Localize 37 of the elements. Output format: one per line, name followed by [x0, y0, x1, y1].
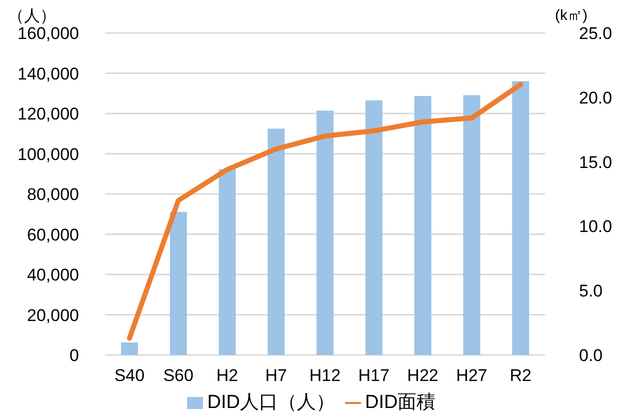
x-tick-label: H22 [407, 366, 438, 386]
y-tick-label: 120,000 [18, 104, 79, 124]
bar [170, 212, 187, 355]
y2-tick-label: 25.0 [579, 24, 612, 44]
bar [463, 95, 480, 355]
bar [512, 81, 530, 355]
bar [414, 96, 432, 355]
bar [316, 110, 334, 355]
x-tick-label: H27 [456, 366, 488, 386]
y-tick-label: 100,000 [18, 144, 79, 164]
y-tick-label: 160,000 [18, 24, 79, 44]
y-tick-label: 80,000 [27, 185, 79, 204]
x-tick-label: H2 [216, 366, 238, 386]
y-tick-label: 140,000 [18, 64, 79, 84]
x-tick-label: H7 [265, 366, 287, 386]
legend-label: DID面積 [365, 392, 436, 413]
x-tick-label: S40 [114, 366, 145, 386]
y-tick-label: 0 [70, 346, 79, 366]
x-tick-label: S60 [163, 366, 194, 386]
y2-axis-title: (k㎡) [555, 6, 588, 25]
y2-tick-label: 20.0 [579, 88, 612, 108]
legend-label: DID人口（人） [207, 392, 335, 413]
x-tick-label: H17 [358, 366, 390, 386]
bar [365, 100, 382, 355]
x-tick-label: R2 [510, 366, 532, 386]
bar [268, 128, 285, 355]
y-tick-label: 60,000 [27, 225, 79, 244]
y2-tick-label: 10.0 [579, 217, 612, 236]
x-tick-label: H12 [309, 366, 341, 386]
bar [121, 342, 138, 355]
y-tick-label: 20,000 [27, 306, 79, 325]
y2-tick-label: 15.0 [579, 152, 612, 172]
y-axis-title: （人） [8, 7, 56, 27]
bar [218, 169, 236, 355]
y2-tick-label: 5.0 [579, 282, 603, 301]
y2-tick-label: 0.0 [579, 346, 603, 366]
y-tick-label: 40,000 [27, 266, 79, 285]
